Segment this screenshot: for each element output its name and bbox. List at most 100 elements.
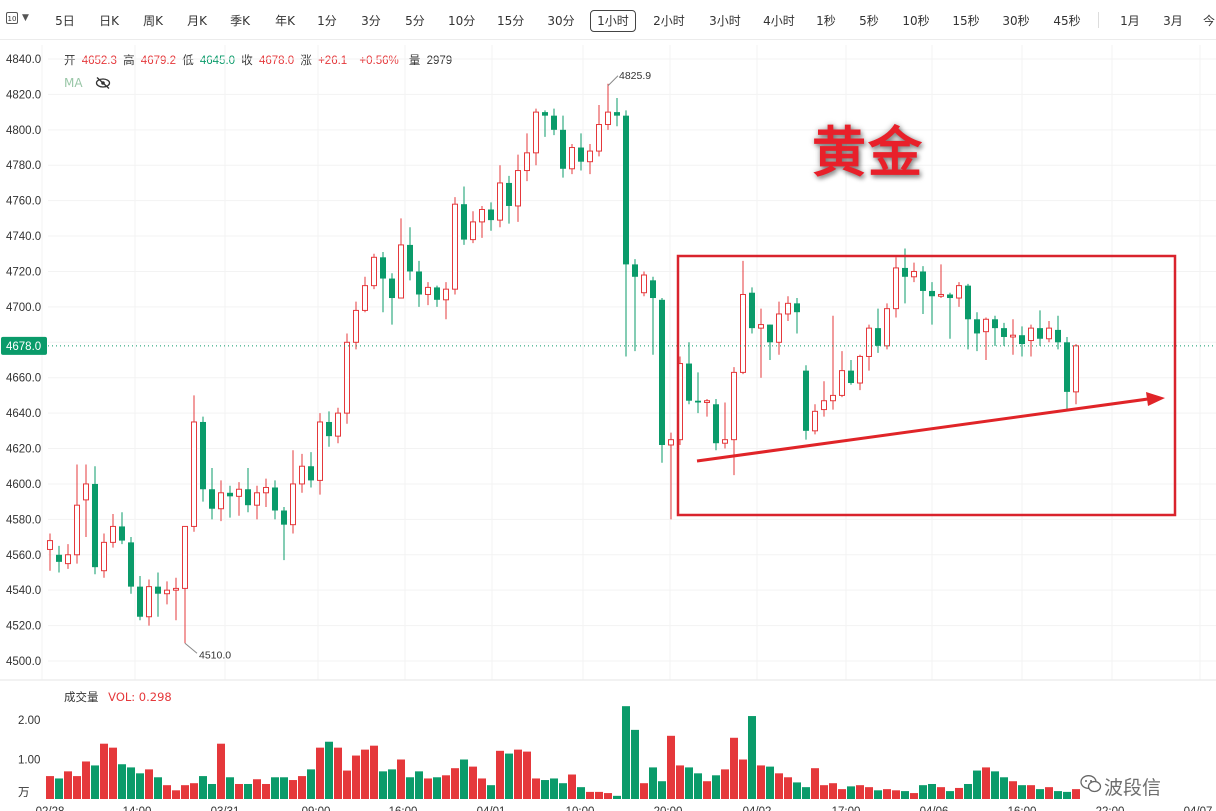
period-tab-17[interactable]: 5秒 bbox=[859, 14, 879, 28]
candle-body bbox=[1028, 327, 1034, 342]
candle bbox=[182, 525, 188, 644]
volume-bar bbox=[550, 778, 558, 799]
volume-bar bbox=[793, 782, 801, 799]
candle-body bbox=[839, 370, 845, 396]
volume-bar bbox=[505, 753, 513, 799]
volume-bar bbox=[586, 791, 594, 799]
period-tab-4[interactable]: 季K bbox=[230, 14, 250, 28]
candle bbox=[434, 285, 440, 307]
period-tab-20[interactable]: 30秒 bbox=[1002, 14, 1030, 28]
period-tab-8[interactable]: 5分 bbox=[405, 14, 425, 28]
candle bbox=[1010, 319, 1016, 355]
volume-bar bbox=[910, 793, 918, 799]
candle bbox=[569, 143, 575, 175]
candle bbox=[911, 262, 917, 283]
period-tab-2[interactable]: 周K bbox=[143, 14, 163, 28]
volume-bar bbox=[82, 761, 90, 799]
chevron-down-icon[interactable]: ▼ bbox=[22, 13, 29, 23]
candle-body bbox=[407, 244, 413, 272]
period-tab-0[interactable]: 5日 bbox=[55, 14, 75, 28]
candle-body bbox=[974, 319, 980, 334]
candle bbox=[965, 283, 971, 350]
period-tab-18[interactable]: 10秒 bbox=[902, 14, 930, 28]
candle-body bbox=[848, 370, 854, 384]
period-tab-6[interactable]: 1分 bbox=[317, 14, 337, 28]
volume-bar bbox=[613, 795, 621, 799]
candle-body bbox=[65, 554, 71, 565]
period-tab-21[interactable]: 45秒 bbox=[1053, 14, 1081, 28]
candle-body bbox=[56, 554, 62, 562]
volume-bar bbox=[721, 769, 729, 799]
ma-indicator-label[interactable]: MA bbox=[64, 76, 83, 90]
period-tab-16[interactable]: 1秒 bbox=[816, 14, 836, 28]
x-axis-tick-label: 03/31 bbox=[211, 806, 240, 811]
y-axis-tick-label: 4760.0 bbox=[6, 196, 41, 208]
candle bbox=[272, 480, 278, 520]
period-settings-icon[interactable]: 10 bbox=[6, 12, 18, 24]
period-tab-19[interactable]: 15秒 bbox=[952, 14, 980, 28]
volume-bar bbox=[658, 781, 666, 799]
candle bbox=[101, 533, 107, 578]
candle-body bbox=[1073, 345, 1079, 393]
candle-body bbox=[497, 182, 503, 221]
candle bbox=[407, 227, 413, 281]
x-axis-tick-label: 14:00 bbox=[123, 806, 152, 811]
period-tab-5[interactable]: 年K bbox=[275, 14, 295, 28]
candle bbox=[218, 480, 224, 522]
y-axis-tick-label: 4660.0 bbox=[6, 373, 41, 385]
period-tab-10[interactable]: 15分 bbox=[497, 14, 525, 28]
candle-body bbox=[362, 285, 368, 311]
low-marker-line bbox=[184, 642, 198, 654]
period-tab-24[interactable]: 今 bbox=[1202, 14, 1215, 28]
period-tab-23[interactable]: 3月 bbox=[1163, 14, 1183, 28]
low-value: 4645.0 bbox=[199, 55, 236, 67]
candle-body bbox=[245, 489, 251, 506]
candle-body bbox=[164, 589, 170, 595]
volume-bar bbox=[469, 766, 477, 799]
volume-bar bbox=[649, 767, 657, 799]
candle bbox=[776, 301, 782, 355]
candle-body bbox=[713, 404, 719, 444]
period-tab-15[interactable]: 4小时 bbox=[763, 14, 795, 28]
volume-panel-vol-value: VOL: 0.298 bbox=[108, 690, 172, 704]
period-tab-12[interactable]: 1小时 bbox=[590, 10, 636, 32]
candle-body bbox=[695, 400, 701, 403]
period-tab-11[interactable]: 30分 bbox=[547, 14, 575, 28]
candle bbox=[641, 271, 647, 297]
candle-body bbox=[983, 318, 989, 333]
volume-bar bbox=[190, 783, 198, 799]
volume-bar bbox=[1054, 791, 1062, 799]
volume-bar bbox=[991, 771, 999, 799]
candle-body bbox=[479, 209, 485, 223]
volume-bar bbox=[1036, 789, 1044, 799]
trend-arrow-head bbox=[1146, 392, 1165, 406]
volume-bar bbox=[163, 785, 171, 799]
candle bbox=[191, 395, 197, 532]
volume-bar bbox=[856, 785, 864, 799]
candle bbox=[1046, 321, 1052, 343]
volume-bar bbox=[289, 780, 297, 799]
volume-bar bbox=[973, 770, 981, 799]
candle bbox=[317, 413, 323, 495]
eye-hidden-icon[interactable] bbox=[95, 76, 111, 90]
period-tab-3[interactable]: 月K bbox=[187, 14, 207, 28]
candle-body bbox=[641, 274, 647, 294]
volume-bar bbox=[154, 777, 162, 799]
candle bbox=[299, 453, 305, 493]
x-axis-tick-label: 04/02 bbox=[743, 806, 772, 811]
period-tab-22[interactable]: 1月 bbox=[1120, 14, 1140, 28]
candle bbox=[173, 577, 179, 621]
candle-body bbox=[353, 309, 359, 343]
volume-bar bbox=[361, 749, 369, 799]
period-tab-14[interactable]: 3小时 bbox=[709, 14, 741, 28]
period-tab-1[interactable]: 日K bbox=[99, 14, 119, 28]
volume-bar bbox=[901, 791, 909, 799]
period-tab-7[interactable]: 3分 bbox=[361, 14, 381, 28]
volume-bar bbox=[523, 751, 531, 799]
volume-bar bbox=[253, 779, 261, 799]
candle-body bbox=[452, 203, 458, 290]
period-tab-9[interactable]: 10分 bbox=[448, 14, 476, 28]
candle bbox=[812, 404, 818, 435]
volume-bar bbox=[622, 706, 630, 799]
period-tab-13[interactable]: 2小时 bbox=[653, 14, 685, 28]
